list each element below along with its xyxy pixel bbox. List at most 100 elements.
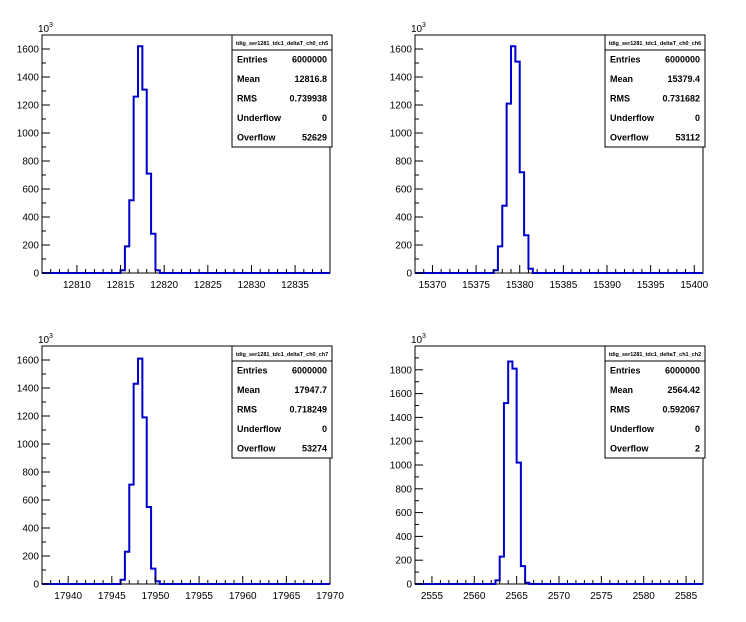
stats-value: 6000000 [665,366,700,376]
y-axis-multiplier: 10 [411,335,423,346]
stats-box [231,34,333,148]
stats-value: 0 [695,113,700,123]
stats-value: 0 [695,424,700,434]
histogram-panel-3: 0 200 400 600 800 1000 1200 1400 1600 10 3 17940 179… [17,333,345,602]
y-tick-label: 1200 [390,437,413,448]
y-tick-label: 1200 [17,101,40,112]
stats-value: 0 [322,113,327,123]
x-tick-label: 17965 [272,591,300,602]
stats-value: 0.739938 [289,94,327,104]
stats-value: 0.592067 [662,405,700,415]
y-axis-multiplier-exponent: 3 [422,22,426,29]
y-tick-label: 1600 [17,356,40,367]
stats-value: 52629 [302,132,327,142]
stats-value: 2564.42 [667,385,700,395]
x-tick-label: 17960 [229,591,257,602]
x-tick-label: 12810 [63,280,91,291]
stats-label: RMS [610,405,630,415]
y-tick-label: 0 [406,269,412,280]
x-tick-label: 15395 [637,280,665,291]
y-axis-multiplier: 10 [38,335,50,346]
y-axis-multiplier-exponent: 3 [422,333,426,340]
x-tick-label: 12820 [150,280,178,291]
y-tick-label: 800 [22,157,39,168]
y-tick-label: 200 [22,241,39,252]
x-tick-label: 12825 [194,280,222,291]
stats-box [231,345,333,459]
stats-label: RMS [610,94,630,104]
histogram-panel-2: 0 200 400 600 800 1000 1200 1400 1600 10 3 15370 153… [390,22,709,291]
y-tick-label: 1400 [390,73,413,84]
y-tick-label: 1200 [17,412,40,423]
x-tick-label: 15370 [419,280,447,291]
y-tick-label: 400 [22,213,39,224]
stats-value: 15379.4 [667,74,700,84]
y-tick-label: 200 [395,241,412,252]
histogram-line [42,357,330,585]
y-tick-label: 1200 [390,101,413,112]
stats-label: Entries [610,366,641,376]
y-tick-label: 1600 [390,45,413,56]
stats-box [604,345,706,459]
y-axis-multiplier-exponent: 3 [49,333,53,340]
stats-label: Overflow [237,132,277,142]
y-tick-label: 0 [33,580,39,591]
x-tick-label: 2565 [506,591,529,602]
x-tick-label: 15385 [549,280,577,291]
stats-label: Overflow [610,132,650,142]
histogram-title: tdig_ser1281_tdc1_deltaT_ch0_ch6 [609,41,701,47]
y-tick-label: 1000 [390,129,413,140]
y-axis-multiplier: 10 [411,24,423,35]
y-tick-label: 600 [22,185,39,196]
stats-label: Mean [610,385,633,395]
stats-value: 0 [322,424,327,434]
y-tick-label: 400 [395,213,412,224]
y-tick-label: 1600 [390,389,413,400]
y-tick-label: 600 [395,508,412,519]
histogram-title: tdig_ser1281_tdc1_deltaT_ch0_ch7 [236,352,328,358]
stats-value: 2 [695,443,700,453]
stats-value: 6000000 [292,366,327,376]
histogram-line [415,45,703,274]
stats-value: 0.731682 [662,94,700,104]
stats-label: Mean [237,74,260,84]
x-tick-label: 17940 [54,591,82,602]
x-tick-label: 2560 [463,591,486,602]
y-tick-label: 1000 [17,440,40,451]
x-tick-label: 15400 [680,280,708,291]
stats-label: Underflow [610,424,655,434]
y-axis-multiplier: 10 [38,24,50,35]
stats-box [604,34,706,148]
y-tick-label: 1800 [390,365,413,376]
histogram-panel-4: 0 200 400 600 800 1000 1200 1400 1600 1800 10 3 2555… [390,333,706,602]
stats-label: Entries [610,55,641,65]
stats-value: 0.718249 [289,405,327,415]
stats-label: RMS [237,405,257,415]
stats-value: 53112 [675,132,700,142]
y-tick-label: 1400 [17,384,40,395]
y-tick-label: 600 [395,185,412,196]
y-tick-label: 800 [395,157,412,168]
y-tick-label: 1400 [390,413,413,424]
histogram-line [42,45,330,274]
y-tick-label: 200 [395,556,412,567]
stats-value: 17947.7 [294,385,327,395]
y-tick-label: 600 [22,496,39,507]
y-tick-label: 0 [406,580,412,591]
x-tick-label: 17950 [142,591,170,602]
stats-value: 6000000 [292,55,327,65]
x-tick-label: 2585 [675,591,698,602]
stats-value: 6000000 [665,55,700,65]
stats-label: Underflow [610,113,655,123]
x-tick-label: 17945 [98,591,126,602]
stats-label: Mean [237,385,260,395]
stats-label: Overflow [237,443,277,453]
x-tick-label: 2555 [421,591,444,602]
y-tick-label: 1000 [390,461,413,472]
histogram-panel-1: 0 200 400 600 800 1000 1200 1400 1600 10 3 12810 128… [17,22,333,291]
stats-label: Underflow [237,424,282,434]
x-tick-label: 2575 [590,591,613,602]
x-tick-label: 15380 [506,280,534,291]
x-tick-label: 12835 [281,280,309,291]
